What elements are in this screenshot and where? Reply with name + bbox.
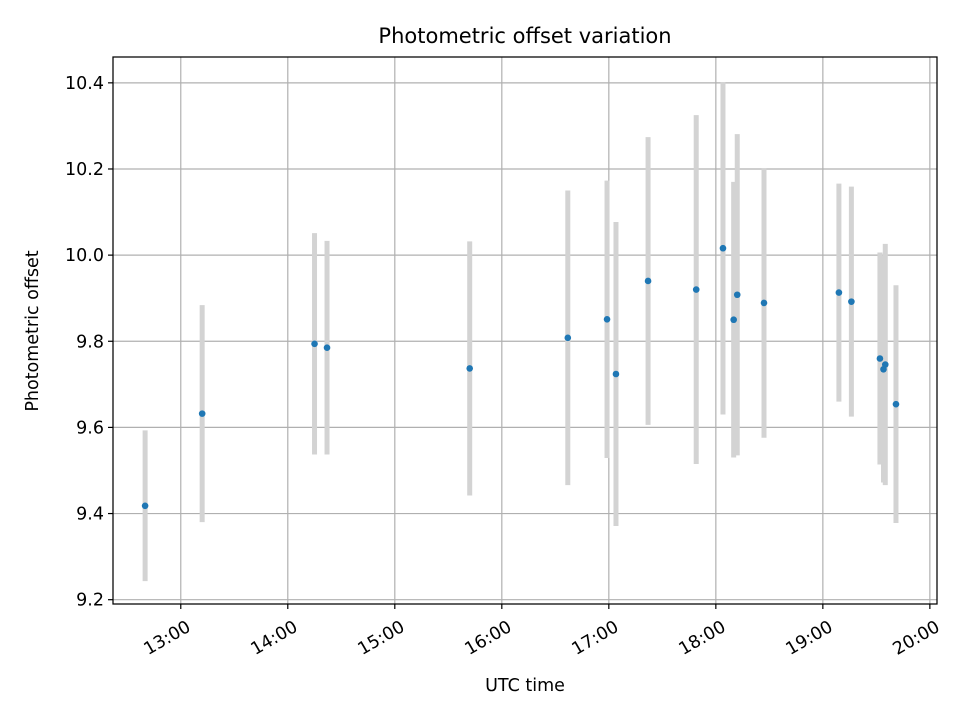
data-point [692, 286, 700, 293]
y-axis-ticks: 9.2 9.4 9.6 9.8 10.0 10.2 10.4 [65, 74, 113, 611]
plot-frame [112, 56, 938, 605]
y-tick-label: 9.8 [76, 332, 104, 352]
chart-title: Photometric offset variation [378, 24, 671, 48]
data-point [835, 289, 843, 296]
y-axis-label: Photometric offset [23, 250, 43, 411]
data-point [466, 365, 474, 372]
data-point [564, 334, 572, 342]
y-tick-label: 10.0 [65, 246, 104, 266]
data-point [141, 502, 149, 510]
data-point [760, 299, 768, 307]
data-point [733, 291, 741, 299]
x-axis-label: UTC time [485, 676, 565, 696]
data-point [612, 370, 620, 378]
data-point [730, 316, 737, 324]
data-point [198, 410, 206, 417]
data-point [848, 298, 855, 305]
data-point [876, 355, 884, 362]
y-tick-label: 10.2 [65, 160, 104, 180]
data-point [323, 344, 331, 352]
y-tick-label: 10.4 [65, 74, 104, 94]
data-point [881, 361, 889, 368]
data-points [141, 244, 900, 510]
data-point [719, 244, 727, 252]
data-point [603, 316, 611, 323]
y-tick-label: 9.6 [76, 418, 104, 438]
data-point [644, 277, 652, 285]
data-point [892, 400, 900, 408]
y-tick-label: 9.4 [76, 505, 104, 525]
data-point [311, 340, 318, 348]
y-tick-label: 9.2 [76, 591, 104, 611]
